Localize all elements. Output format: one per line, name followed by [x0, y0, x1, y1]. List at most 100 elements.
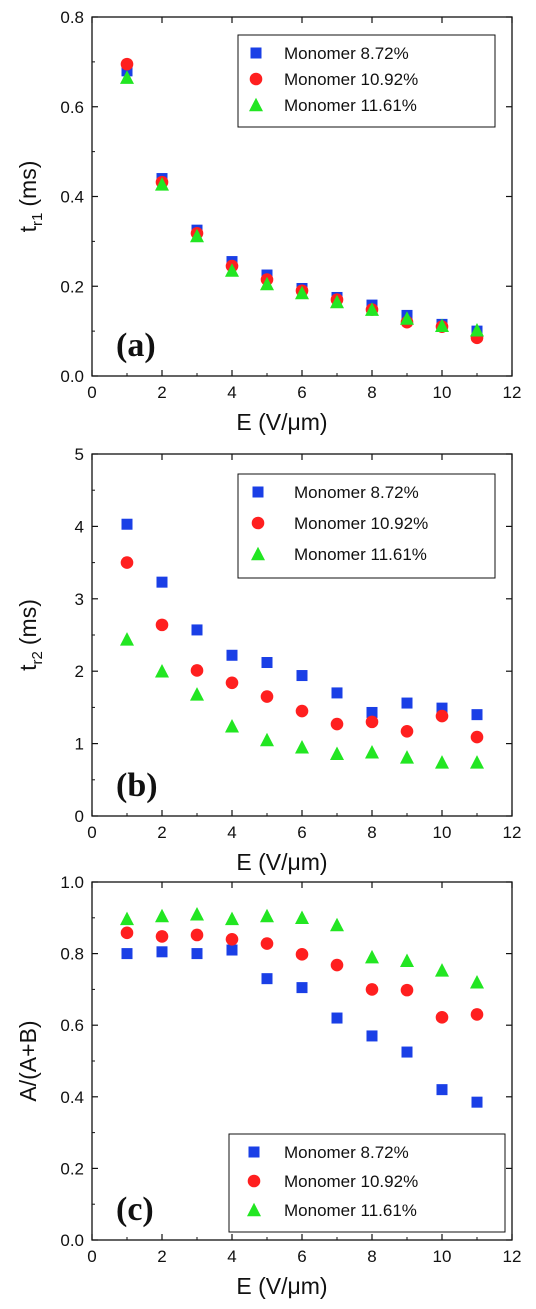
- data-point: [295, 739, 309, 754]
- legend-label: Monomer 8.72%: [284, 1143, 409, 1162]
- y-tick-label: 0.2: [60, 1159, 84, 1178]
- x-tick-label: 0: [87, 383, 96, 402]
- x-tick-label: 2: [157, 1247, 166, 1266]
- data-point: [296, 670, 308, 682]
- data-point: [191, 624, 203, 636]
- y-tick-label: 0: [75, 807, 84, 826]
- data-point: [225, 911, 239, 926]
- y-tick-label: 0.6: [60, 1016, 84, 1035]
- legend-marker: [251, 546, 265, 561]
- y-axis-title-main: A/(A+B): [15, 1020, 41, 1101]
- legend-marker: [249, 97, 263, 112]
- legend-marker: [247, 1174, 261, 1188]
- data-point: [435, 755, 449, 769]
- data-point: [225, 932, 239, 946]
- data-point: [295, 285, 309, 300]
- data-point: [401, 697, 413, 709]
- data-point: [155, 908, 169, 923]
- data-point: [121, 518, 133, 530]
- data-point: [436, 1084, 448, 1096]
- legend-marker: [247, 1202, 261, 1217]
- y-tick-label: 3: [75, 590, 84, 609]
- x-tick-label: 6: [297, 823, 306, 842]
- data-point: [120, 556, 134, 569]
- panel-label: (c): [116, 1191, 154, 1228]
- data-point: [120, 926, 134, 940]
- data-point: [261, 657, 273, 669]
- data-point: [470, 322, 484, 337]
- data-point: [331, 1012, 343, 1024]
- legend-label: Monomer 11.61%: [284, 96, 417, 115]
- x-axis-title: E (V/μm): [236, 1273, 327, 1299]
- data-point: [191, 948, 203, 960]
- data-point: [260, 732, 274, 747]
- data-point: [155, 663, 169, 678]
- series-circle: [120, 556, 484, 744]
- panel-c: 0 2 4 6 8 10 12 0.0 0.2 0.4 0.6 0.8 1.0 E (V/μm) A/(A+…: [15, 873, 521, 1299]
- x-axis-title: E (V/μm): [236, 849, 327, 875]
- legend-label: Monomer 11.61%: [294, 545, 427, 564]
- data-point: [366, 1030, 378, 1042]
- series-triangle: [120, 70, 484, 337]
- data-point: [401, 1046, 413, 1058]
- data-point: [330, 917, 344, 932]
- y-axis-title-subscript: r1: [29, 213, 46, 226]
- data-point: [435, 1011, 449, 1024]
- legend: Monomer 8.72% Monomer 10.92% Monomer 11.61…: [228, 1133, 506, 1233]
- data-point: [400, 953, 414, 968]
- legend: Monomer 8.72% Monomer 10.92% Monomer 11.61…: [237, 473, 496, 579]
- legend-label: Monomer 10.92%: [284, 1172, 418, 1191]
- data-point: [330, 958, 344, 972]
- y-tick-label: 5: [75, 445, 84, 464]
- x-tick-label: 10: [433, 1247, 452, 1266]
- legend-label: Monomer 8.72%: [294, 483, 419, 502]
- data-point: [365, 949, 379, 964]
- data-point: [331, 687, 343, 699]
- data-point: [436, 702, 448, 714]
- legend-marker: [250, 47, 262, 59]
- data-point: [296, 982, 308, 994]
- data-point: [295, 948, 309, 961]
- y-axis-title-subscript: r2: [29, 651, 46, 664]
- panel-label: (b): [116, 767, 158, 804]
- x-tick-label: 2: [157, 383, 166, 402]
- x-tick-label: 12: [503, 383, 522, 402]
- data-point: [120, 911, 134, 926]
- x-tick-label: 8: [367, 823, 376, 842]
- data-point: [400, 983, 414, 997]
- data-point: [470, 1008, 484, 1021]
- legend: Monomer 8.72% Monomer 10.92% Monomer 11.61…: [237, 34, 496, 128]
- y-tick-label: 0.8: [60, 8, 84, 27]
- panel-a: 0 2 4 6 8 10 12 0.0 0.2 0.4 0.6 0.8 E (V/μm) tr1 (ms) M…: [15, 8, 521, 435]
- legend-label: Monomer 10.92%: [294, 514, 428, 533]
- data-point: [226, 649, 238, 661]
- data-point: [225, 718, 239, 733]
- x-tick-label: 4: [227, 823, 236, 842]
- legend-box: [237, 34, 496, 128]
- data-point: [156, 576, 168, 588]
- data-point: [365, 715, 379, 729]
- panel-label: (a): [116, 327, 156, 364]
- y-axis-title-main: t: [15, 664, 41, 671]
- x-tick-label: 10: [433, 383, 452, 402]
- data-point: [156, 946, 168, 958]
- legend-marker: [252, 486, 264, 498]
- x-axis-title: E (V/μm): [236, 409, 327, 435]
- data-point: [400, 311, 414, 325]
- data-point: [400, 724, 414, 738]
- legend-marker: [249, 72, 263, 86]
- data-point: [260, 690, 274, 703]
- data-point: [295, 704, 309, 718]
- data-point: [260, 937, 274, 950]
- x-tick-label: 4: [227, 1247, 236, 1266]
- data-point: [470, 730, 484, 744]
- legend-label: Monomer 10.92%: [284, 70, 418, 89]
- data-point: [330, 294, 344, 309]
- data-point: [330, 717, 344, 731]
- data-point: [435, 709, 449, 723]
- data-point: [120, 632, 134, 646]
- y-tick-label: 0.2: [60, 277, 84, 296]
- x-tick-label: 8: [367, 383, 376, 402]
- x-tick-label: 0: [87, 823, 96, 842]
